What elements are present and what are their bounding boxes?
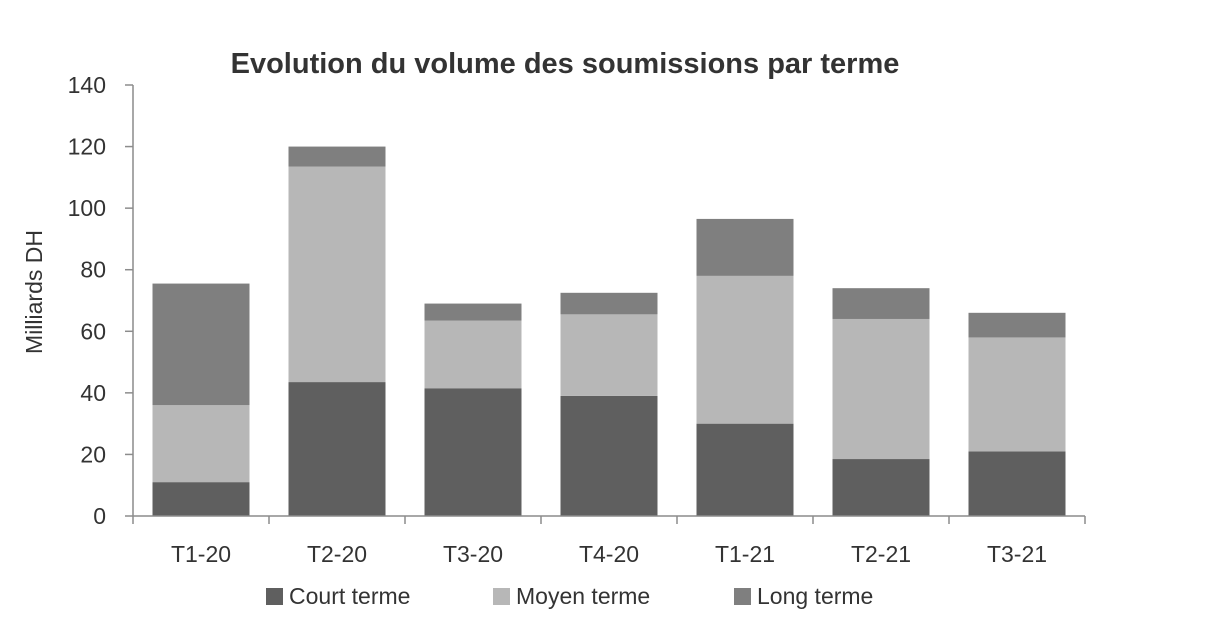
legend-label: Court terme	[289, 583, 410, 609]
bar-T2-20-long-terme	[288, 146, 386, 167]
legend-label: Moyen terme	[516, 583, 650, 609]
bar-T1-21-court-terme	[696, 423, 794, 516]
y-tick-label: 100	[68, 195, 106, 221]
x-tick-label: T3-21	[987, 541, 1047, 567]
bar-T3-20-long-terme	[424, 303, 522, 321]
bar-T3-21-long-terme	[968, 312, 1066, 338]
y-tick-label: 140	[68, 72, 106, 98]
bar-T1-20-long-terme	[152, 283, 250, 406]
x-tick-label: T2-20	[307, 541, 367, 567]
bar-T1-20-court-terme	[152, 482, 250, 516]
bar-T2-20-court-terme	[288, 382, 386, 516]
x-tick-label: T1-21	[715, 541, 775, 567]
bar-T2-21-long-terme	[832, 288, 930, 319]
y-axis-title: Milliards DH	[21, 230, 47, 354]
legend-swatch-court-terme	[266, 588, 283, 605]
plot-area: T1-20 T2-20 T3-20 T4-20 T1-21 T2-21 T3-21 0 20 40…	[68, 72, 1086, 567]
y-tick-label: 0	[93, 503, 106, 529]
bar-T4-20-long-terme	[560, 292, 658, 315]
bar-T1-20-moyen-terme	[152, 405, 250, 483]
bar-T4-20-moyen-terme	[560, 314, 658, 396]
bar-T3-21-moyen-terme	[968, 337, 1066, 452]
y-tick-label: 80	[80, 257, 106, 283]
x-tick-label: T2-21	[851, 541, 911, 567]
legend-swatch-long-terme	[734, 588, 751, 605]
y-tick-label: 40	[80, 380, 106, 406]
x-tick-label: T1-20	[171, 541, 231, 567]
y-tick-label: 20	[80, 441, 106, 467]
legend-swatch-moyen-terme	[493, 588, 510, 605]
y-tick-label: 120	[68, 134, 106, 160]
bar-T2-21-moyen-terme	[832, 318, 930, 460]
bar-T3-20-court-terme	[424, 388, 522, 516]
bar-T3-21-court-terme	[968, 451, 1066, 516]
bar-T1-21-moyen-terme	[696, 275, 794, 424]
bar-T2-21-court-terme	[832, 459, 930, 516]
bar-T4-20-court-terme	[560, 395, 658, 516]
bar-T3-20-moyen-terme	[424, 320, 522, 389]
bar-T1-21-long-terme	[696, 218, 794, 276]
x-tick-label: T3-20	[443, 541, 503, 567]
y-tick-label: 60	[80, 318, 106, 344]
bar-T2-20-moyen-terme	[288, 166, 386, 383]
legend: Court terme Moyen terme Long terme	[266, 583, 873, 609]
chart-title: Evolution du volume des soumissions par …	[231, 48, 900, 80]
x-tick-label: T4-20	[579, 541, 639, 567]
legend-label: Long terme	[757, 583, 873, 609]
